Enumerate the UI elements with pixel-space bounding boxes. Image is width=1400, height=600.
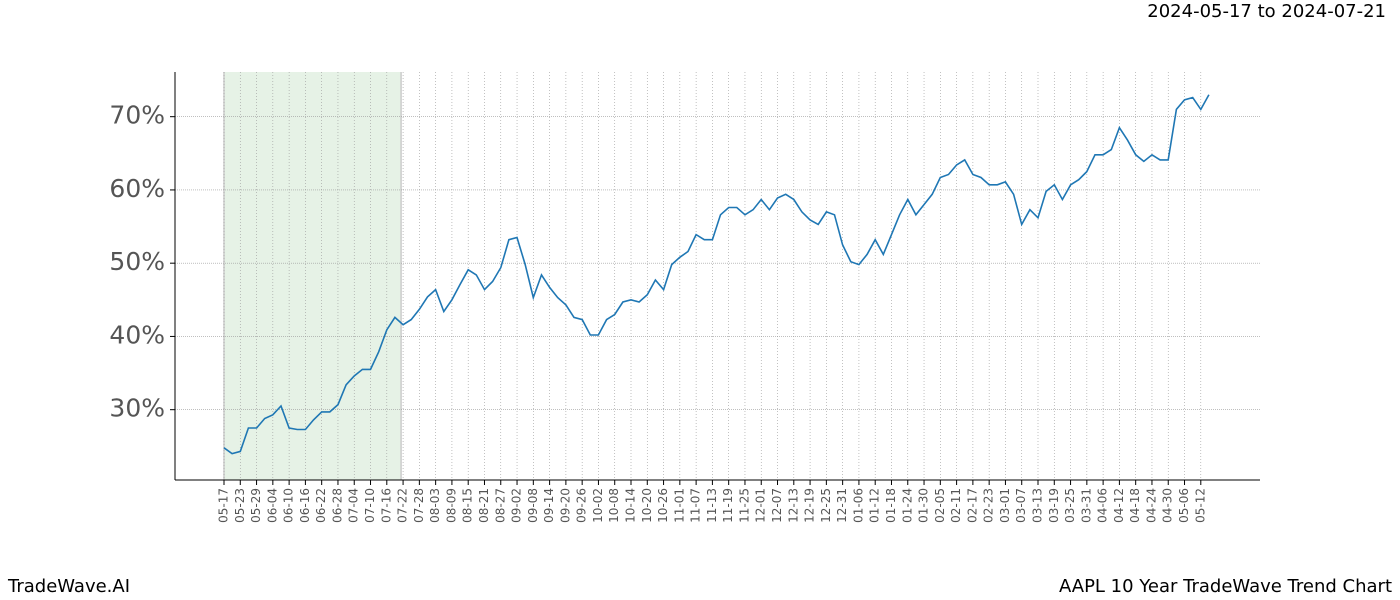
x-tick-label: 12-01 — [754, 488, 768, 523]
x-tick-label: 11-19 — [721, 488, 735, 523]
x-tick-label: 09-26 — [575, 488, 589, 523]
x-tick-label: 06-16 — [298, 488, 312, 523]
x-tick-label: 05-17 — [217, 488, 231, 523]
x-tick-label: 11-13 — [705, 488, 719, 523]
y-tick-label: 60% — [109, 174, 165, 203]
x-tick-label: 03-25 — [1063, 488, 1077, 523]
x-tick-label: 03-19 — [1047, 488, 1061, 523]
x-tick-label: 09-20 — [558, 488, 572, 523]
y-tick-label: 30% — [109, 394, 165, 423]
x-tick-label: 06-22 — [314, 488, 328, 523]
x-tick-label: 05-23 — [233, 488, 247, 523]
x-tick-label: 10-14 — [624, 488, 638, 523]
x-tick-label: 02-23 — [982, 488, 996, 523]
x-tick-label: 01-24 — [900, 488, 914, 523]
x-tick-label: 08-27 — [493, 488, 507, 523]
x-tick-label: 07-28 — [412, 488, 426, 523]
x-tick-label: 10-20 — [640, 488, 654, 523]
x-tick-label: 06-28 — [330, 488, 344, 523]
x-tick-label: 11-07 — [689, 488, 703, 523]
x-tick-label: 06-10 — [282, 488, 296, 523]
x-tick-label: 08-21 — [477, 488, 491, 523]
x-tick-label: 11-25 — [737, 488, 751, 523]
x-tick-label: 01-12 — [868, 488, 882, 523]
x-tick-label: 11-01 — [672, 488, 686, 523]
x-tick-label: 09-14 — [542, 488, 556, 523]
x-tick-label: 12-07 — [770, 488, 784, 523]
x-tick-label: 05-12 — [1193, 488, 1207, 523]
x-tick-label: 08-03 — [428, 488, 442, 523]
x-tick-label: 03-31 — [1079, 488, 1093, 523]
x-tick-label: 01-18 — [884, 488, 898, 523]
x-tick-label: 07-10 — [363, 488, 377, 523]
x-tick-label: 01-30 — [917, 488, 931, 523]
x-tick-label: 04-12 — [1112, 488, 1126, 523]
x-tick-label: 07-22 — [396, 488, 410, 523]
x-tick-label: 12-13 — [786, 488, 800, 523]
x-tick-label: 10-26 — [656, 488, 670, 523]
x-tick-label: 04-06 — [1096, 488, 1110, 523]
chart-title: 2024-05-17 to 2024-07-21 — [1147, 1, 1386, 22]
x-tick-label: 03-13 — [1031, 488, 1045, 523]
y-tick-label: 50% — [109, 247, 165, 276]
x-tick-label: 12-25 — [819, 488, 833, 523]
x-tick-label: 04-24 — [1144, 488, 1158, 523]
x-tick-label: 12-19 — [803, 488, 817, 523]
x-tick-label: 05-06 — [1177, 488, 1191, 523]
x-tick-label: 05-29 — [249, 488, 263, 523]
x-tick-label: 04-30 — [1161, 488, 1175, 523]
x-tick-label: 06-04 — [265, 488, 279, 523]
x-tick-label: 08-09 — [444, 488, 458, 523]
x-tick-label: 02-17 — [965, 488, 979, 523]
x-tick-label: 01-06 — [851, 488, 865, 523]
x-tick-label: 09-02 — [510, 488, 524, 523]
x-tick-label: 02-11 — [949, 488, 963, 523]
x-tick-label: 10-02 — [591, 488, 605, 523]
highlight-band — [224, 72, 402, 480]
x-tick-label: 12-31 — [835, 488, 849, 523]
x-tick-label: 02-05 — [933, 488, 947, 523]
x-tick-label: 08-15 — [461, 488, 475, 523]
x-tick-label: 07-04 — [347, 488, 361, 523]
x-tick-label: 03-07 — [1014, 488, 1028, 523]
x-tick-label: 07-16 — [379, 488, 393, 523]
brand: TradeWave.AI — [7, 576, 130, 597]
x-tick-label: 10-08 — [607, 488, 621, 523]
series-line — [223, 94, 1210, 455]
x-tick-label: 09-08 — [526, 488, 540, 523]
y-tick-label: 40% — [109, 320, 165, 349]
y-tick-label: 70% — [109, 101, 165, 130]
x-tick-label: 03-01 — [998, 488, 1012, 523]
chart-caption: AAPL 10 Year TradeWave Trend Chart — [1059, 576, 1392, 597]
x-tick-label: 04-18 — [1128, 488, 1142, 523]
